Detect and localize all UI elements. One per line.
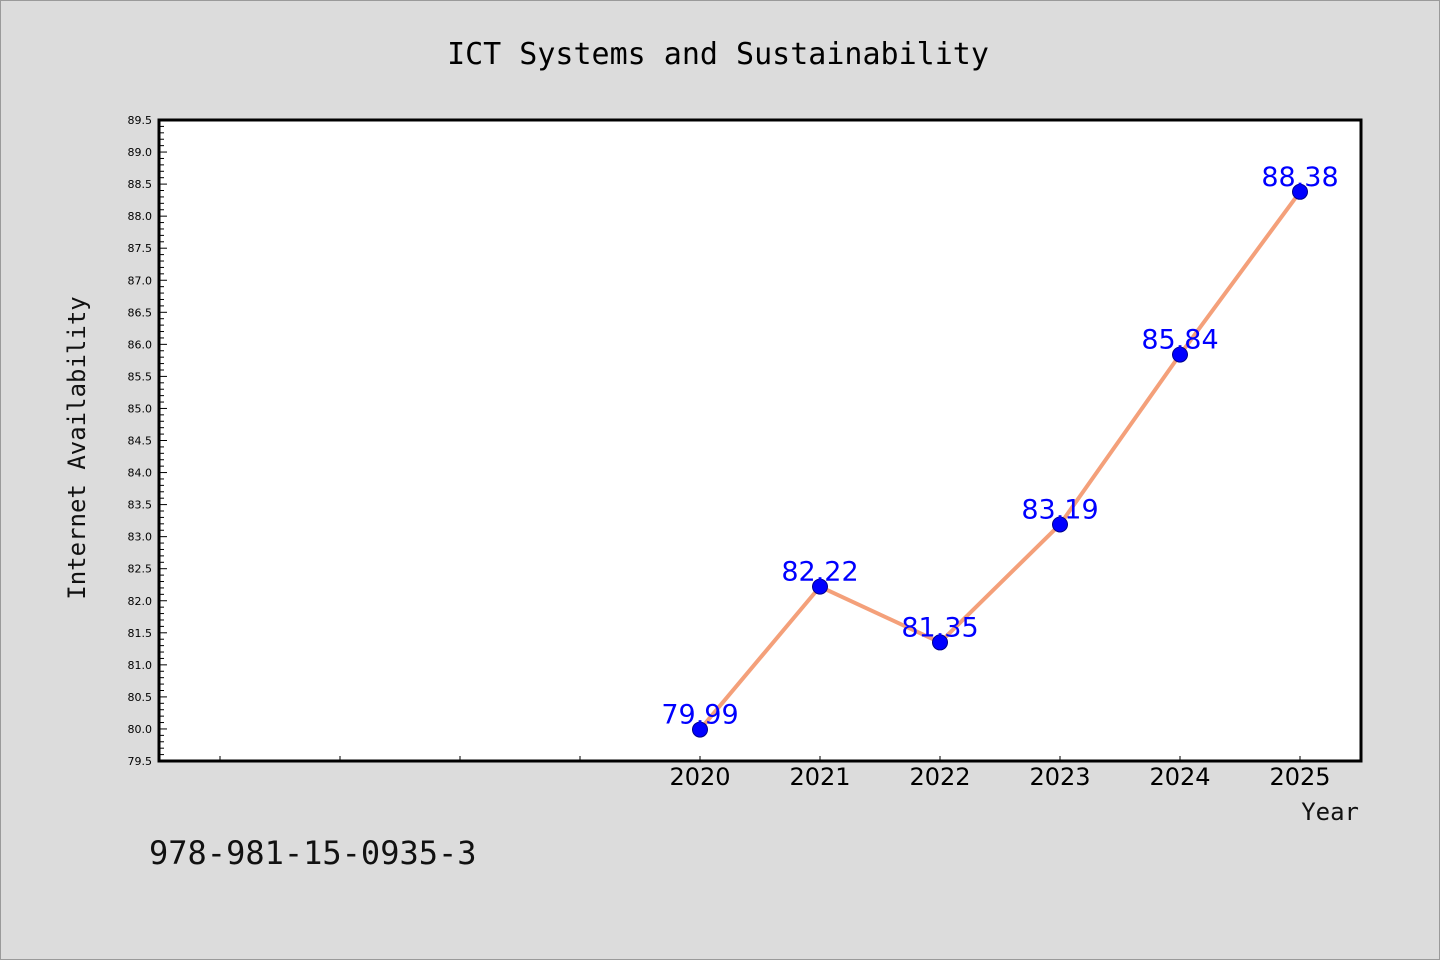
data-point (1052, 516, 1068, 533)
y-tick-label: 86.5 (128, 306, 153, 319)
y-tick-label: 88.0 (128, 210, 153, 223)
data-point (1172, 346, 1188, 363)
data-label: 82.22 (781, 557, 858, 588)
data-label: 83.19 (1021, 494, 1098, 525)
y-tick-label: 82.0 (128, 595, 153, 608)
x-axis-label: Year (1301, 798, 1359, 826)
y-tick-label: 80.0 (128, 723, 153, 736)
y-tick-label: 81.0 (128, 659, 153, 672)
x-tick-label: 2020 (669, 763, 730, 791)
y-axis-label: Internet Availability (63, 296, 91, 599)
x-tick-label: 2023 (1029, 763, 1090, 791)
x-tick-label: 2021 (789, 763, 850, 791)
y-tick-label: 79.5 (128, 755, 153, 768)
data-label: 85.84 (1141, 325, 1218, 356)
y-tick-label: 87.0 (128, 274, 153, 287)
series-line (698, 190, 1302, 731)
y-tick-label: 84.0 (128, 467, 153, 480)
data-markers (692, 183, 1308, 738)
y-tick-label: 85.5 (128, 370, 153, 383)
y-tick-label: 80.5 (128, 691, 153, 704)
x-tick-label: 2022 (909, 763, 970, 791)
data-label: 88.38 (1261, 162, 1338, 193)
data-labels: 79.99 82.22 81.35 83.19 85.84 88.38 (661, 162, 1338, 731)
data-label: 79.99 (661, 700, 738, 731)
y-tick-label: 88.5 (128, 178, 153, 191)
data-point (1292, 183, 1308, 200)
x-axis: 2020 2021 2022 2023 2024 2025 (219, 756, 1331, 791)
y-tick-label: 83.5 (128, 499, 153, 512)
isbn-footnote: 978-981-15-0935-3 (149, 834, 477, 872)
data-label: 81.35 (901, 612, 978, 643)
x-tick-label: 2024 (1149, 763, 1210, 791)
data-point (812, 578, 828, 595)
y-tick-label: 82.5 (128, 563, 153, 576)
y-tick-label: 86.0 (128, 338, 153, 351)
data-point (692, 721, 708, 738)
plot-area (157, 118, 1363, 763)
y-tick-label: 83.0 (128, 531, 153, 544)
y-tick-label: 89.5 (128, 114, 153, 127)
chart-title: ICT Systems and Sustainability (447, 37, 989, 72)
y-tick-label: 81.5 (128, 627, 153, 640)
data-point (932, 634, 948, 651)
y-tick-label: 85.0 (128, 402, 153, 415)
y-tick-label: 89.0 (128, 146, 153, 159)
y-tick-label: 84.5 (128, 435, 153, 448)
y-axis: 79.5 80.0 80.5 81.0 81.5 82.0 82.5 83.0 83.5 84.0… (128, 114, 167, 768)
y-tick-label: 87.5 (128, 242, 153, 255)
x-tick-label: 2025 (1269, 763, 1330, 791)
